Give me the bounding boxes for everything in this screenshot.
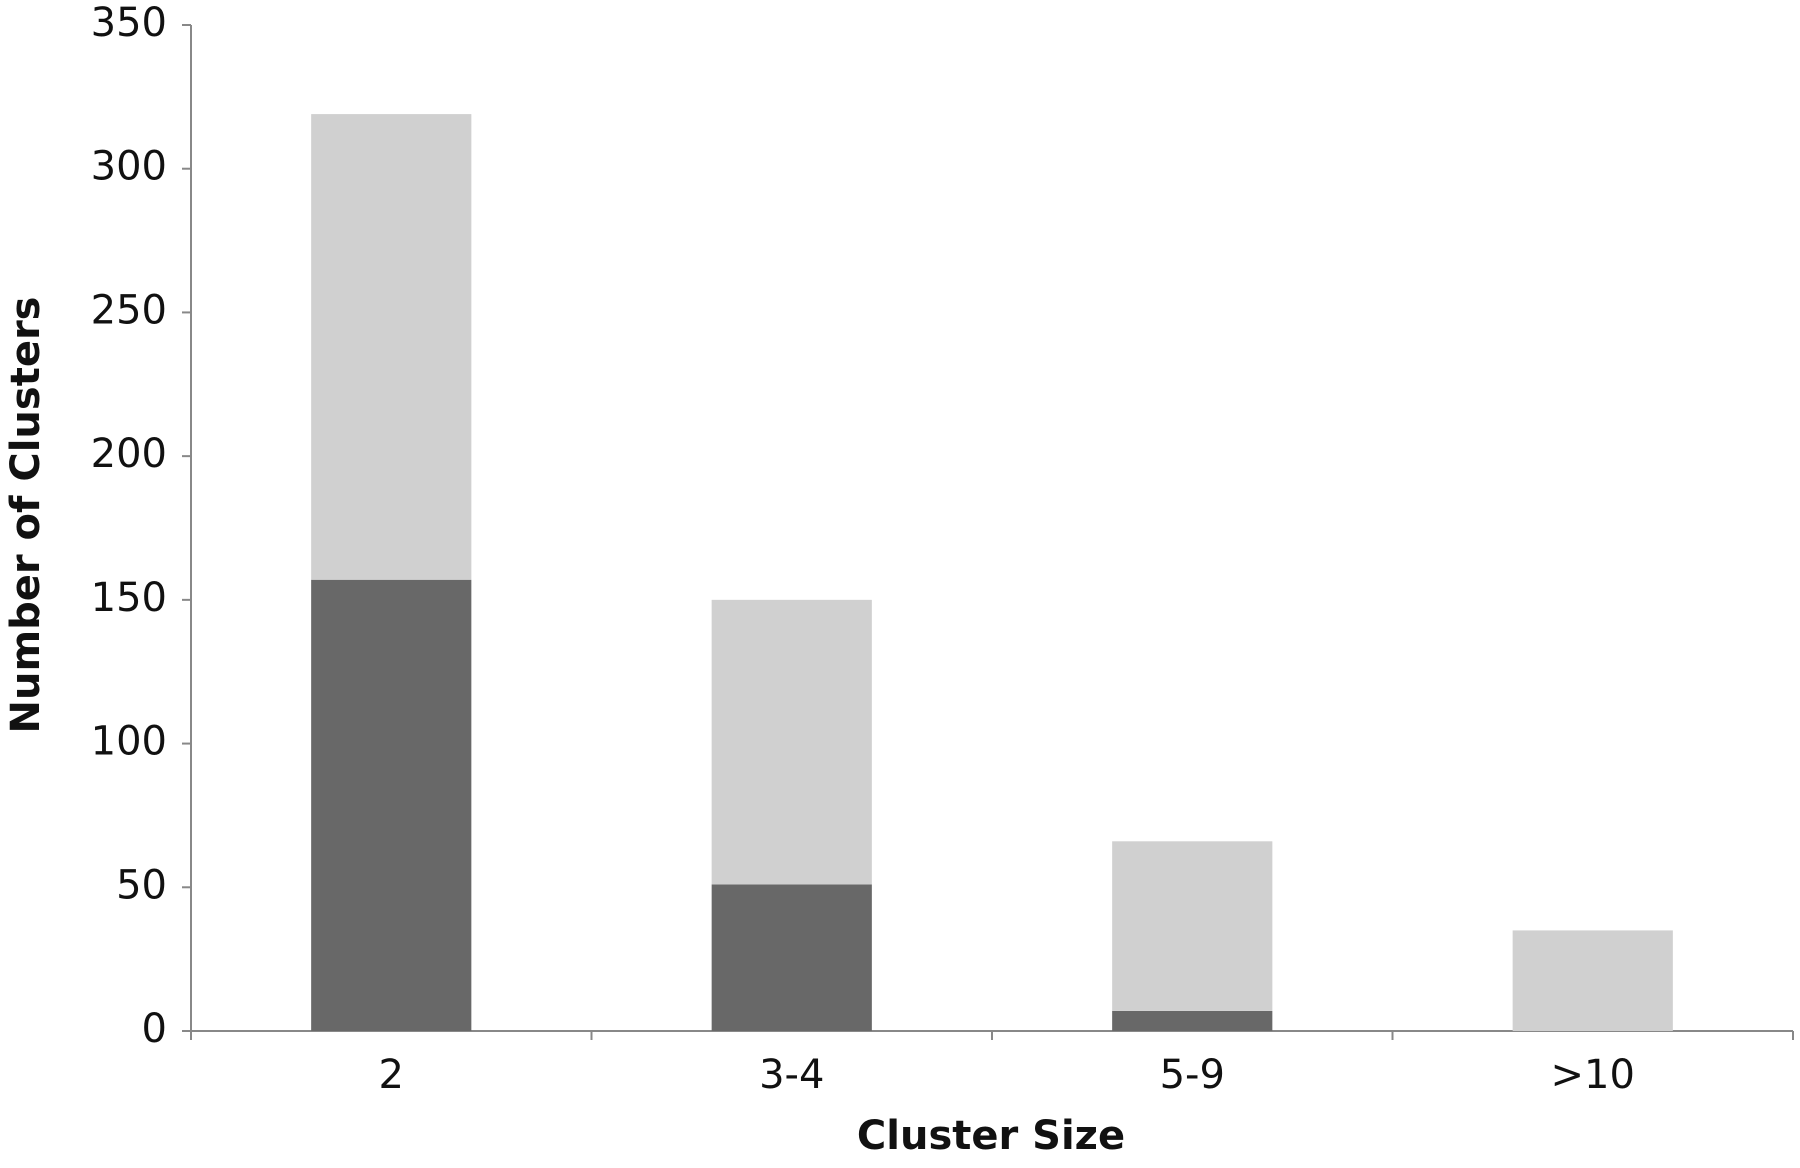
y-tick-label: 50 [116,862,167,908]
y-tick-label: 100 [91,719,167,765]
x-axis-title: Cluster Size [857,1113,1125,1159]
y-axis-title: Number of Clusters [3,297,49,734]
y-tick-label: 300 [91,144,167,190]
bar-segment [1512,930,1673,1031]
x-tick-label: 5-9 [1160,1052,1225,1098]
x-tick-label: 2 [379,1052,404,1098]
bar-segment [311,579,472,1031]
y-tick-label: 250 [91,287,167,333]
bar-segment [711,599,872,885]
bar-segment [711,884,872,1031]
y-tick-label: 350 [91,0,167,46]
bar-segment [1112,841,1273,1011]
x-tick-label: >10 [1551,1052,1635,1098]
bar-segment [1112,1010,1273,1031]
x-tick-label: 3-4 [759,1052,824,1098]
y-tick-label: 150 [91,575,167,621]
bar-segment [311,114,472,580]
y-tick-label: 200 [91,431,167,477]
y-tick-label: 0 [142,1006,167,1052]
